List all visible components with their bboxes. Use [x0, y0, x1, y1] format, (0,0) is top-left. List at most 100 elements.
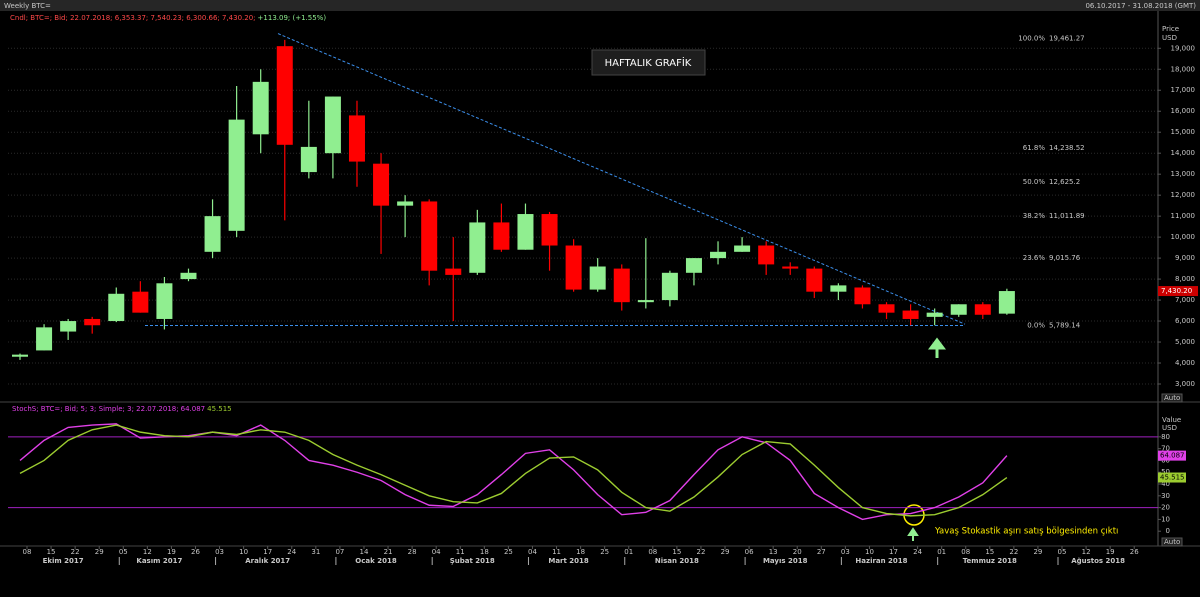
auto-label[interactable]: Auto [1164, 394, 1180, 402]
x-tick-label: 22 [71, 548, 80, 556]
stoch-legend: StochS; BTC=; Bid; 5; 3; Simple; 3; 22.0… [12, 405, 232, 413]
candle-body [276, 46, 293, 145]
candle-body [661, 272, 678, 301]
candle-body [493, 222, 510, 250]
x-tick-label: 12 [1082, 548, 1091, 556]
stoch-axis-label: Value [1162, 416, 1181, 424]
x-tick-label: 15 [672, 548, 681, 556]
x-tick-label: 04 [432, 548, 441, 556]
last-value-box [1158, 450, 1186, 461]
candle-body [830, 285, 847, 292]
candle-body [300, 146, 317, 173]
candle-body [541, 214, 558, 246]
fib-value: 5,789.14 [1049, 321, 1081, 329]
candle-body [12, 354, 28, 357]
x-tick-label: 11 [552, 548, 561, 556]
x-tick-label: 04 [528, 548, 537, 556]
month-label: Ağustos 2018 [1071, 557, 1125, 565]
candle-body [84, 318, 101, 326]
x-tick-label: 17 [263, 548, 272, 556]
x-tick-label: 21 [384, 548, 393, 556]
fib-level: 23.6% [1023, 254, 1046, 262]
y-tick-label: 5,000 [1175, 338, 1195, 346]
last-value-box [1158, 472, 1186, 483]
x-tick-label: 03 [215, 548, 224, 556]
x-tick-label: 01 [624, 548, 633, 556]
fib-level: 61.8% [1023, 144, 1046, 152]
candle-body [469, 222, 486, 273]
x-tick-label: 24 [287, 548, 296, 556]
auto-label[interactable]: Auto [1164, 538, 1180, 546]
stoch-line [19, 423, 1008, 521]
candle-body [589, 266, 606, 290]
y-tick-label: 40 [1161, 480, 1170, 488]
candle-body [397, 201, 414, 206]
month-label: Temmuz 2018 [963, 557, 1017, 565]
y-tick-label: 10 [1161, 515, 1170, 523]
month-label: Mart 2018 [548, 557, 589, 565]
y-tick-label: 11,000 [1171, 212, 1196, 220]
month-label: Ocak 2018 [355, 557, 397, 565]
up-arrow [928, 337, 946, 358]
candle-body [565, 245, 582, 290]
x-tick-label: 17 [889, 548, 898, 556]
y-tick-label: 16,000 [1171, 107, 1196, 115]
month-label: Şubat 2018 [450, 557, 495, 565]
y-tick-label: 8,000 [1175, 275, 1195, 283]
candle-body [517, 214, 534, 250]
candle-body [324, 96, 341, 154]
candle-legend: Cndl; BTC=; Bid; 22.07.2018; 6,353.37; 7… [10, 14, 326, 22]
x-tick-label: 10 [239, 548, 248, 556]
x-tick-label: 29 [721, 548, 730, 556]
x-tick-label: 26 [191, 548, 200, 556]
candle-body [950, 304, 967, 315]
candle-body [710, 251, 727, 259]
chart-title: HAFTALIK GRAFİK [605, 56, 692, 69]
y-tick-label: 15,000 [1171, 128, 1196, 136]
last-value-label: 64.087 [1160, 452, 1185, 460]
y-tick-label: 9,000 [1175, 254, 1195, 262]
candle-body [60, 321, 77, 332]
x-tick-label: 15 [47, 548, 56, 556]
y-tick-label: 19,000 [1171, 44, 1196, 52]
x-tick-label: 18 [576, 548, 585, 556]
x-tick-label: 13 [769, 548, 778, 556]
legend-ohlc: Cndl; BTC=; Bid; 22.07.2018; 6,353.37; 7… [10, 14, 256, 22]
date-range: 06.10.2017 - 31.08.2018 (GMT) [1085, 2, 1196, 10]
stoch-legend-d: 45.515 [207, 405, 232, 413]
stoch-line [19, 424, 1008, 517]
month-label: Aralık 2017 [245, 557, 290, 565]
y-tick-label: 14,000 [1171, 149, 1196, 157]
y-tick-label: 10,000 [1171, 233, 1196, 241]
title-box [591, 49, 706, 76]
auto-button[interactable] [1161, 393, 1183, 403]
x-tick-label: 27 [817, 548, 826, 556]
y-tick-label: 0 [1166, 527, 1170, 535]
candle-body [204, 216, 221, 252]
up-arrow [907, 527, 919, 541]
candle-body [878, 304, 895, 313]
window-title: Weekly BTC= [4, 2, 51, 10]
candle-body [974, 304, 991, 315]
month-label: Kasım 2017 [136, 557, 182, 565]
x-tick-label: 22 [696, 548, 705, 556]
x-tick-label: 03 [841, 548, 850, 556]
y-tick-label: 50 [1161, 468, 1170, 476]
price-axis-unit: USD [1162, 34, 1177, 42]
y-tick-label: 80 [1161, 433, 1170, 441]
y-tick-label: 7,000 [1175, 296, 1195, 304]
stoch-legend-text: StochS; BTC=; Bid; 5; 3; Simple; 3; 22.0… [12, 405, 179, 413]
y-tick-label: 13,000 [1171, 170, 1196, 178]
auto-button[interactable] [1161, 537, 1183, 547]
candle-body [926, 312, 943, 317]
candle-body [637, 300, 654, 303]
candle-body [156, 283, 173, 319]
candle-body [228, 119, 245, 231]
candle-body [445, 268, 462, 275]
annotation: Yavaş Stokastik aşırı satış bölgesinden … [934, 527, 1118, 537]
candle-body [613, 268, 630, 303]
y-tick-label: 4,000 [1175, 359, 1195, 367]
candle-body [108, 293, 125, 322]
fib-value: 14,238.52 [1049, 144, 1085, 152]
